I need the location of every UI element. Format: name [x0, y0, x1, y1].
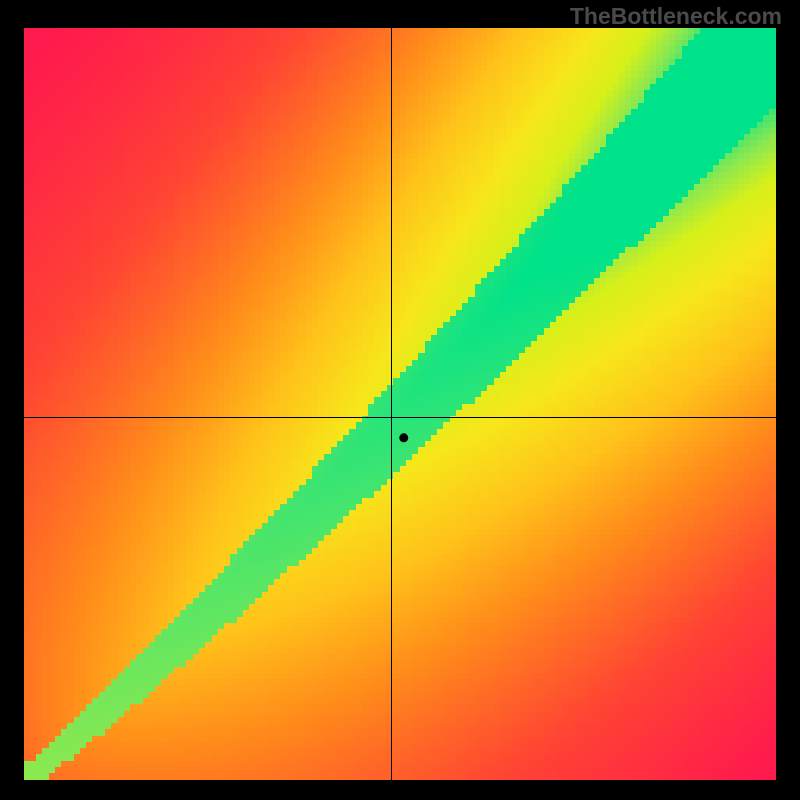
chart-container: { "canvas": { "width": 800, "height": 80…	[0, 0, 800, 800]
watermark-text: TheBottleneck.com	[570, 3, 782, 30]
bottleneck-heatmap	[24, 28, 776, 780]
